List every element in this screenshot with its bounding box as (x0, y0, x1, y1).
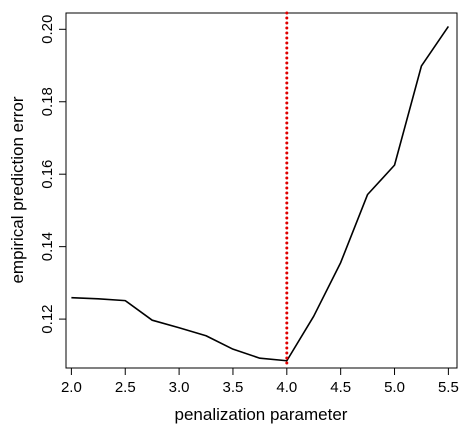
y-tick-label: 0.14 (39, 232, 56, 261)
plot-frame (65, 12, 458, 369)
x-tick-label: 5.0 (384, 379, 405, 396)
y-axis: 0.12 0.14 0.16 0.18 0.20 (39, 15, 66, 334)
x-tick-label: 4.5 (330, 379, 351, 396)
series-line-0 (71, 25, 450, 362)
x-tick-label: 2.5 (115, 379, 136, 396)
data-layer (71, 11, 450, 370)
x-tick-label: 5.5 (438, 379, 459, 396)
y-tick-label: 0.20 (39, 15, 56, 44)
x-tick-label: 3.0 (169, 379, 190, 396)
y-tick-label: 0.16 (39, 160, 56, 189)
x-tick-label: 3.5 (223, 379, 244, 396)
y-tick-label: 0.18 (39, 87, 56, 116)
y-tick-label: 0.12 (39, 304, 56, 333)
x-tick-label: 2.0 (61, 379, 82, 396)
x-axis: 2.0 2.5 3.0 3.5 4.0 4.5 5.0 5.5 (61, 368, 459, 396)
y-axis-label: empirical prediction error (8, 96, 27, 283)
x-tick-label: 4.0 (276, 379, 297, 396)
x-axis-label: penalization parameter (175, 405, 348, 424)
